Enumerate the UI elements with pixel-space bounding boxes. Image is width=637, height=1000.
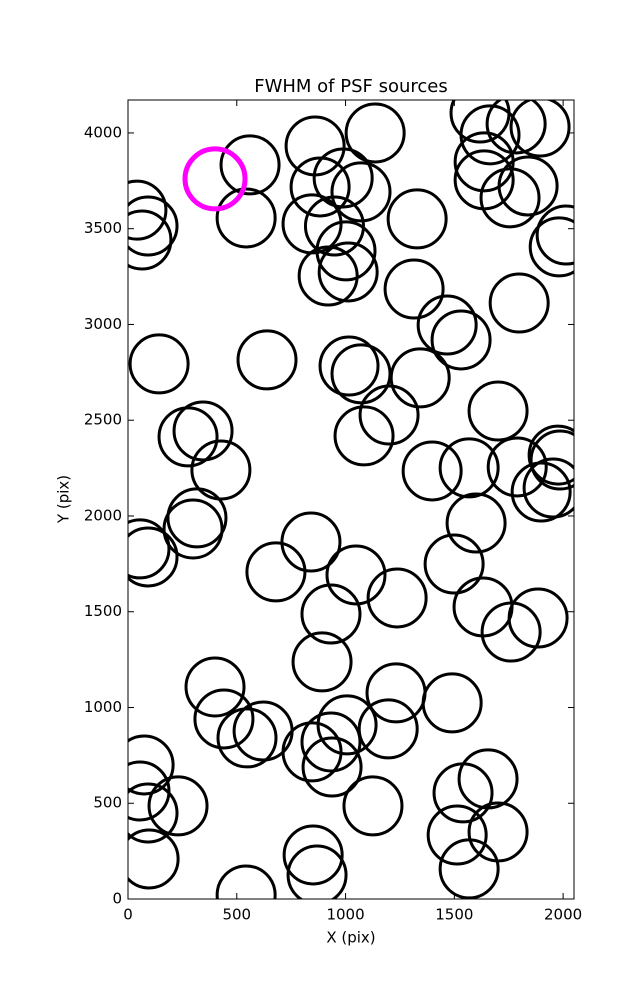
psf-circle	[182, 146, 248, 212]
psf-circle	[479, 167, 541, 229]
psf-circle	[389, 347, 451, 409]
psf-circle	[459, 104, 521, 166]
psf-circle	[423, 533, 485, 595]
psf-circle	[289, 156, 351, 218]
psf-circle	[438, 437, 500, 499]
psf-circle	[315, 220, 377, 282]
x-tick-label: 0	[123, 906, 133, 924]
plot-area	[128, 100, 574, 899]
psf-circle	[528, 216, 574, 278]
psf-circle	[291, 631, 353, 693]
y-tick-label: 500	[93, 794, 122, 812]
psf-circle	[281, 721, 343, 783]
psf-circle	[128, 333, 190, 395]
y-tick-label: 3000	[84, 315, 122, 333]
psf-circle	[383, 258, 445, 320]
y-tick-label: 2000	[84, 506, 122, 524]
psf-circle	[128, 734, 175, 796]
y-axis-label: Y (pix)	[55, 475, 73, 524]
psf-circle	[216, 707, 278, 769]
psf-circle	[300, 583, 362, 645]
x-tick-label: 500	[222, 906, 251, 924]
y-tick-label: 1000	[84, 698, 122, 716]
psf-circle	[497, 155, 559, 217]
psf-circle	[193, 688, 255, 750]
psf-circle	[172, 400, 234, 462]
psf-circle	[215, 187, 277, 249]
y-tick-label: 3500	[84, 219, 122, 237]
psf-circle	[157, 406, 219, 468]
psf-circle	[215, 864, 277, 899]
x-tick-label: 2000	[544, 906, 582, 924]
psf-circle	[529, 429, 574, 491]
psf-circle	[128, 518, 171, 580]
psf-circle	[317, 241, 379, 303]
psf-circle	[485, 100, 547, 155]
x-tick-label: 1000	[326, 906, 364, 924]
psf-circle	[219, 134, 281, 196]
y-tick-label: 4000	[84, 123, 122, 141]
psf-circle	[184, 656, 246, 718]
psf-circle	[445, 492, 507, 554]
psf-circle	[488, 272, 550, 334]
psf-circle	[245, 541, 307, 603]
psf-circle	[509, 100, 571, 158]
psf-circle	[128, 828, 180, 890]
psf-circle	[344, 102, 406, 164]
psf-circle	[166, 487, 228, 549]
psf-circle	[128, 209, 173, 271]
psf-circle	[325, 544, 387, 606]
psf-circle	[301, 736, 363, 798]
psf-circle	[507, 587, 569, 649]
plot-frame	[127, 99, 575, 900]
psf-circle	[162, 498, 224, 560]
psf-circle	[366, 567, 428, 629]
psf-circle	[297, 245, 359, 307]
y-tick-label: 1500	[84, 602, 122, 620]
psf-circle	[535, 204, 574, 266]
psf-circle	[401, 440, 463, 502]
psf-circle	[128, 782, 179, 844]
psf-circle	[486, 436, 548, 498]
x-axis-label: X (pix)	[326, 929, 375, 947]
psf-circle	[527, 424, 574, 486]
psf-circle	[312, 147, 374, 209]
psf-circle	[357, 698, 419, 760]
psf-circle	[300, 711, 362, 773]
psf-circle	[128, 179, 168, 241]
psf-circle	[421, 672, 483, 734]
psf-circle	[342, 775, 404, 837]
psf-circle	[430, 309, 492, 371]
psf-circle	[386, 188, 448, 250]
psf-circle	[333, 405, 395, 467]
psf-circle	[128, 195, 179, 257]
psf-circle	[318, 335, 380, 397]
psf-circle	[457, 748, 519, 810]
psf-circle	[510, 461, 572, 523]
psf-circle	[282, 824, 344, 886]
psf-circle	[330, 161, 392, 223]
psf-circle	[426, 804, 488, 866]
psf-circle	[416, 294, 478, 356]
psf-circle	[286, 844, 348, 899]
x-tick-label: 1500	[435, 906, 473, 924]
psf-circle	[147, 775, 209, 837]
psf-circle	[128, 526, 179, 588]
chart-title: FWHM of PSF sources	[254, 76, 448, 97]
y-tick-label: 2500	[84, 411, 122, 429]
psf-circle	[480, 601, 542, 663]
psf-circle	[467, 380, 529, 442]
psf-circle	[438, 838, 500, 899]
psf-circle	[236, 329, 298, 391]
y-tick-label: 0	[112, 890, 122, 908]
psf-circle	[358, 384, 420, 446]
